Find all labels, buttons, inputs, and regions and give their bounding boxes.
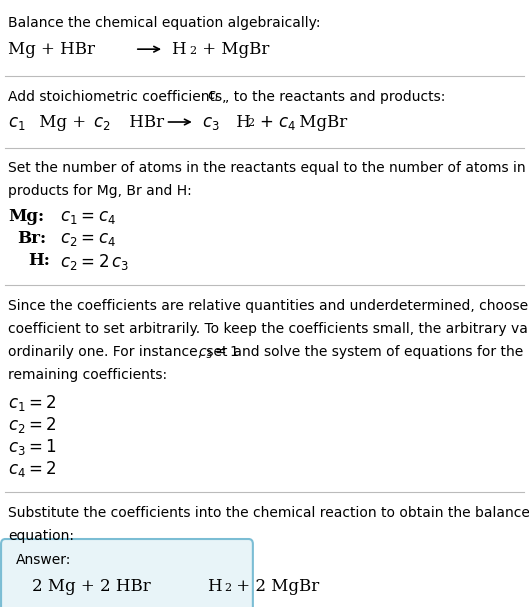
Text: $c_1 = 2$: $c_1 = 2$ [8,393,57,413]
Text: Add stoichiometric coefficients,: Add stoichiometric coefficients, [8,90,231,104]
Text: 2: 2 [189,46,196,55]
Text: $c_i$: $c_i$ [207,90,220,104]
Text: $c_3 = 1$: $c_3 = 1$ [198,345,239,361]
Text: $c_4 = 2$: $c_4 = 2$ [8,459,57,479]
Text: H: H [171,41,186,58]
Text: $c_3 = 1$: $c_3 = 1$ [8,437,57,457]
Text: 2: 2 [224,583,231,592]
Text: ordinarily one. For instance, set: ordinarily one. For instance, set [8,345,232,359]
Text: Set the number of atoms in the reactants equal to the number of atoms in the: Set the number of atoms in the reactants… [8,161,529,175]
Text: , to the reactants and products:: , to the reactants and products: [225,90,445,104]
Text: Mg +: Mg + [34,114,92,131]
Text: HBr: HBr [124,114,165,131]
Text: H: H [231,114,251,131]
Text: remaining coefficients:: remaining coefficients: [8,368,167,382]
Text: Answer:: Answer: [16,553,71,567]
Text: $c_2 = 2$: $c_2 = 2$ [8,415,57,435]
Text: Substitute the coefficients into the chemical reaction to obtain the balanced: Substitute the coefficients into the che… [8,506,529,520]
Text: Balance the chemical equation algebraically:: Balance the chemical equation algebraica… [8,16,321,30]
Text: MgBr: MgBr [294,114,347,131]
Text: + 2 MgBr: + 2 MgBr [231,578,319,595]
Text: H:: H: [28,252,50,269]
Text: $c_2 = c_4$: $c_2 = c_4$ [50,230,116,248]
Text: 2: 2 [248,118,254,128]
Text: products for Mg, Br and H:: products for Mg, Br and H: [8,184,191,198]
Text: $c_3$: $c_3$ [202,114,219,132]
Text: Mg:: Mg: [8,208,44,225]
Text: Br:: Br: [17,230,46,247]
Text: Since the coefficients are relative quantities and underdetermined, choose a: Since the coefficients are relative quan… [8,299,529,313]
Text: $c_2 = 2\,c_3$: $c_2 = 2\,c_3$ [50,252,129,272]
Text: $c_1 = c_4$: $c_1 = c_4$ [50,208,116,226]
Text: + $c_4$: + $c_4$ [254,114,296,132]
Text: + MgBr: + MgBr [197,41,270,58]
Text: H: H [207,578,222,595]
Text: and solve the system of equations for the: and solve the system of equations for th… [229,345,523,359]
Text: $c_2$: $c_2$ [93,114,110,132]
Text: coefficient to set arbitrarily. To keep the coefficients small, the arbitrary va: coefficient to set arbitrarily. To keep … [8,322,529,336]
Text: 2 Mg + 2 HBr: 2 Mg + 2 HBr [32,578,150,595]
Text: equation:: equation: [8,529,74,543]
Text: Mg + HBr: Mg + HBr [8,41,95,58]
Text: $c_1$: $c_1$ [8,114,25,132]
